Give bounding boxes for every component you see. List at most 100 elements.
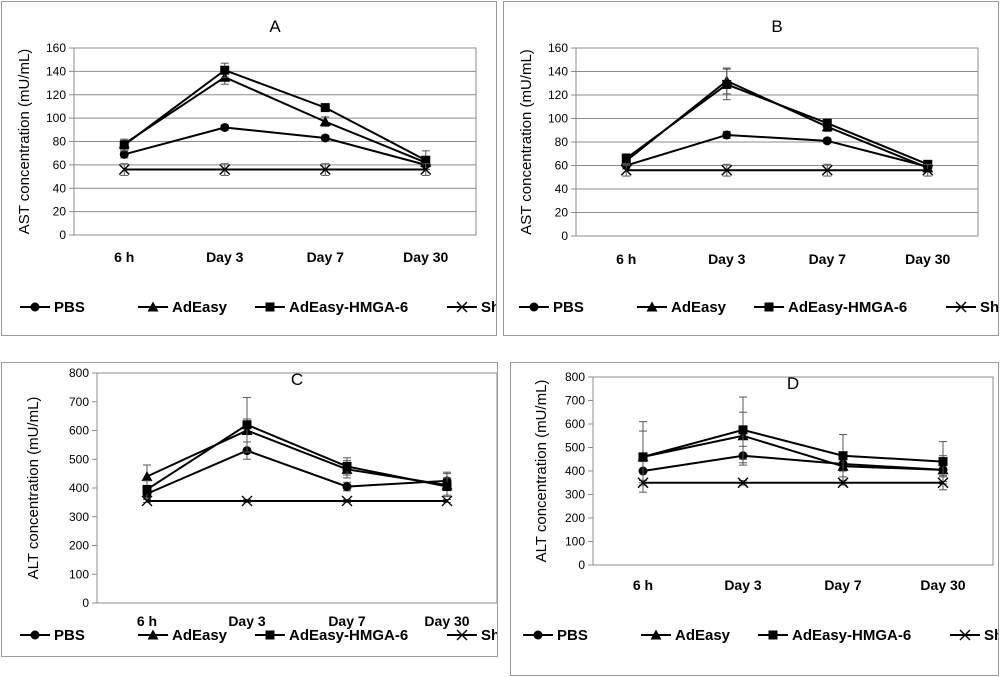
- legend-item: AdEasy: [637, 299, 727, 316]
- legend-label: AdEasy: [675, 627, 731, 644]
- y-tick-label: 80: [555, 135, 569, 149]
- x-category-label: Day 3: [228, 613, 266, 629]
- legend-label: AdEasy-HMGA-6: [792, 627, 911, 644]
- data-point: [821, 164, 833, 176]
- series-sham-control: [141, 495, 453, 507]
- chart-svg: 0 20 40 60 80 100 120 140 160 6 h Day 3 Day 7 Day 30…: [518, 17, 998, 316]
- legend-label: PBS: [553, 299, 584, 316]
- legend-marker: [764, 302, 774, 312]
- y-axis-label: ALT concentration (mU/mL): [533, 380, 550, 563]
- y-tick-label: 600: [565, 417, 585, 431]
- series-line: [146, 449, 448, 495]
- chart-svg: 0 100 200 300 400 500 600 700 800 6 h Day 3 Day 7 Da…: [523, 370, 998, 644]
- legend-label: PBS: [54, 627, 85, 644]
- legend-label: AdEasy: [172, 299, 228, 316]
- legend-marker: [533, 630, 543, 640]
- data-point: [241, 495, 253, 507]
- legend-item: AdEasy-HMGA-6: [255, 299, 408, 316]
- series-sham-control: [637, 475, 949, 491]
- y-tick-label: 800: [565, 370, 585, 384]
- y-tick-label: 100: [548, 112, 568, 126]
- y-axis-label: AST concentration (mU/mL): [518, 49, 535, 235]
- series-line: [642, 434, 944, 471]
- data-point: [320, 133, 330, 143]
- y-tick-label: 700: [69, 395, 89, 409]
- y-tick-label: 20: [53, 205, 67, 219]
- data-point: [141, 495, 153, 507]
- data-point: [219, 164, 231, 176]
- data-point: [637, 477, 649, 489]
- legend-item: Sham Control: [447, 299, 496, 316]
- x-category-label: Day 7: [809, 251, 847, 267]
- legend-marker: [147, 301, 159, 312]
- x-category-label: Day 3: [206, 249, 244, 265]
- legend-item: Sham Control: [447, 627, 497, 644]
- legend-marker: [529, 302, 539, 312]
- y-tick-label: 500: [565, 441, 585, 455]
- x-category-label: Day 30: [424, 613, 469, 629]
- legend-label: Sham Control: [481, 299, 496, 316]
- x-category-label: Day 30: [920, 577, 965, 593]
- chart-title: C: [291, 370, 303, 389]
- data-point: [142, 484, 152, 494]
- x-category-label: 6 h: [633, 577, 653, 593]
- y-tick-label: 300: [69, 510, 89, 524]
- legend-item: PBS: [523, 627, 588, 644]
- chart-title: A: [269, 17, 281, 36]
- y-tick-label: 40: [555, 182, 569, 196]
- legend-item: AdEasy-HMGA-6: [754, 299, 907, 316]
- data-point: [738, 425, 748, 435]
- y-tick-label: 80: [53, 135, 67, 149]
- legend: PBS AdEasy AdEasy-HMGA-6 Sham Control: [20, 627, 497, 644]
- data-point: [621, 153, 631, 163]
- legend-marker: [646, 301, 658, 312]
- y-tick-label: 160: [46, 41, 66, 55]
- data-point: [420, 164, 432, 176]
- y-tick-label: 0: [59, 228, 66, 242]
- legend-label: AdEasy: [671, 299, 727, 316]
- chart-svg: 0 20 40 60 80 100 120 140 160 6 h Day 3 Day 7 Day 30…: [16, 17, 496, 316]
- y-tick-label: 300: [565, 488, 585, 502]
- legend-item: AdEasy: [138, 627, 228, 644]
- plot-area: [592, 376, 994, 566]
- chart-svg: 0 100 200 300 400 500 600 700 800 6 h Day 3 Day 7 Da…: [20, 366, 497, 644]
- y-tick-label: 700: [565, 394, 585, 408]
- y-tick-label: 140: [46, 64, 66, 78]
- legend: PBS AdEasy AdEasy-HMGA-6 Sham Control: [20, 299, 496, 316]
- series-line: [642, 454, 944, 472]
- x-category-label: Day 7: [824, 577, 862, 593]
- legend-item: PBS: [20, 299, 85, 316]
- data-point: [722, 130, 732, 140]
- data-point: [722, 79, 732, 89]
- data-point: [822, 136, 832, 146]
- data-point: [937, 477, 949, 489]
- y-tick-label: 600: [69, 424, 89, 438]
- legend-label: AdEasy-HMGA-6: [289, 627, 408, 644]
- y-tick-label: 100: [46, 111, 66, 125]
- data-point: [342, 461, 352, 471]
- y-tick-label: 500: [69, 452, 89, 466]
- legend-label: Sham Control: [481, 627, 497, 644]
- series-adeasy-hmga-6: [119, 62, 431, 171]
- x-category-label: 6 h: [114, 249, 134, 265]
- data-point: [220, 65, 230, 75]
- x-category-label: Day 30: [403, 249, 448, 265]
- y-tick-label: 120: [548, 88, 568, 102]
- data-point: [141, 471, 153, 481]
- legend-marker: [456, 301, 468, 313]
- y-tick-label: 140: [548, 65, 568, 79]
- legend-marker: [456, 629, 468, 641]
- data-point: [822, 118, 832, 128]
- data-point: [341, 495, 353, 507]
- legend-item: AdEasy: [138, 299, 228, 316]
- y-tick-label: 20: [555, 206, 569, 220]
- data-point: [319, 164, 331, 176]
- legend: PBS AdEasy AdEasy-HMGA-6 Sham Control: [519, 299, 998, 316]
- legend-item: AdEasy-HMGA-6: [758, 627, 911, 644]
- x-category-label: Day 7: [328, 613, 366, 629]
- data-point: [119, 149, 129, 159]
- legend-marker: [147, 629, 159, 640]
- legend-marker: [650, 629, 662, 640]
- data-point: [638, 452, 648, 462]
- legend-item: AdEasy-HMGA-6: [255, 627, 408, 644]
